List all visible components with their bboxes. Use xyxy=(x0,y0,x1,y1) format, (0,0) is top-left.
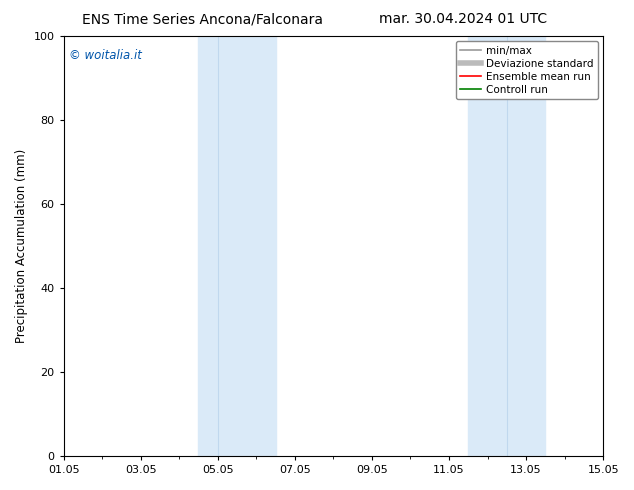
Bar xyxy=(198,36,276,456)
Text: © woitalia.it: © woitalia.it xyxy=(69,49,142,62)
Bar xyxy=(469,36,545,456)
Text: mar. 30.04.2024 01 UTC: mar. 30.04.2024 01 UTC xyxy=(378,12,547,26)
Legend: min/max, Deviazione standard, Ensemble mean run, Controll run: min/max, Deviazione standard, Ensemble m… xyxy=(456,41,598,99)
Y-axis label: Precipitation Accumulation (mm): Precipitation Accumulation (mm) xyxy=(15,149,28,343)
Text: ENS Time Series Ancona/Falconara: ENS Time Series Ancona/Falconara xyxy=(82,12,323,26)
